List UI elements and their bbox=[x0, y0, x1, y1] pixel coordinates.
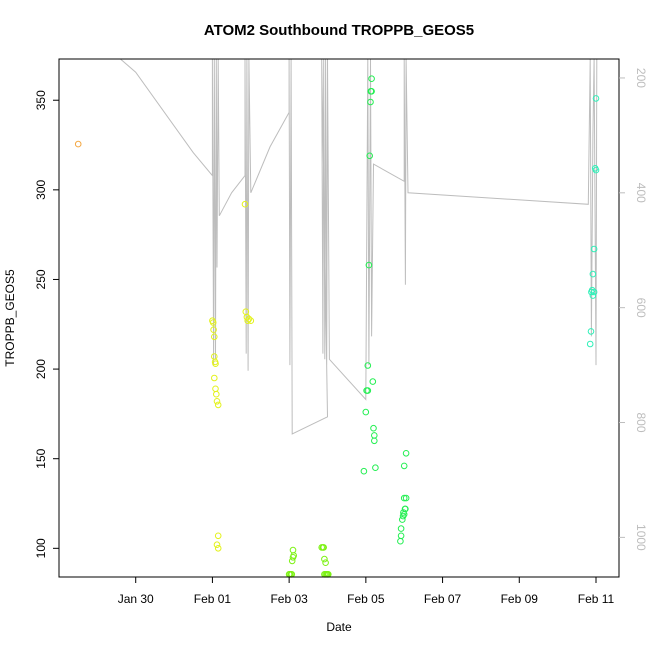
data-point bbox=[247, 317, 255, 325]
x-axis-label: Date bbox=[326, 620, 352, 634]
data-point bbox=[589, 292, 597, 299]
data-point bbox=[213, 390, 220, 398]
data-point bbox=[369, 378, 377, 385]
y-axis-right: 200 400 600 800 1000 bbox=[619, 68, 648, 551]
data-point bbox=[243, 313, 251, 321]
data-point bbox=[211, 374, 218, 382]
data-point bbox=[360, 467, 368, 475]
y2-tick-label: 600 bbox=[634, 298, 648, 318]
x-tick-label: Feb 11 bbox=[578, 592, 615, 606]
data-point bbox=[592, 166, 600, 174]
data-point bbox=[211, 333, 218, 341]
points-layer bbox=[74, 75, 600, 578]
x-tick-label: Jan 30 bbox=[118, 592, 154, 606]
data-point bbox=[321, 555, 328, 563]
data-point bbox=[364, 387, 372, 394]
data-point bbox=[371, 437, 378, 445]
data-point bbox=[402, 450, 410, 457]
x-axis: Jan 30 Feb 01 Feb 03 Feb 05 Feb 07 Feb 09 Feb … bbox=[118, 577, 615, 606]
data-point bbox=[590, 288, 598, 296]
data-point bbox=[400, 494, 408, 502]
x-tick-label: Feb 07 bbox=[424, 592, 462, 606]
data-point bbox=[214, 545, 222, 552]
chart-title: ATOM2 Southbound TROPPB_GEOS5 bbox=[204, 22, 474, 39]
y-tick-label: 350 bbox=[34, 90, 48, 110]
y2-tick-label: 1000 bbox=[634, 524, 648, 551]
data-point bbox=[370, 424, 377, 432]
data-point bbox=[366, 152, 374, 160]
data-point bbox=[590, 245, 598, 253]
data-point bbox=[289, 546, 297, 554]
data-point bbox=[587, 328, 595, 335]
x-tick-label: Feb 03 bbox=[270, 592, 308, 606]
data-point bbox=[367, 98, 374, 106]
data-point bbox=[244, 317, 251, 325]
y-axis: 100 150 200 250 300 350 bbox=[34, 90, 59, 558]
data-point bbox=[209, 319, 217, 326]
secondary-line bbox=[120, 59, 598, 435]
data-point bbox=[213, 398, 221, 405]
data-point bbox=[320, 544, 328, 551]
plot-frame bbox=[58, 58, 620, 578]
data-point bbox=[589, 270, 597, 278]
x-tick-label: Feb 09 bbox=[501, 592, 539, 606]
y-tick-label: 300 bbox=[34, 180, 48, 200]
data-point bbox=[592, 95, 600, 102]
secondary-line-layer bbox=[120, 59, 598, 435]
y2-tick-label: 800 bbox=[634, 413, 648, 433]
data-point bbox=[402, 505, 409, 513]
data-point bbox=[368, 88, 375, 95]
y-tick-label: 250 bbox=[34, 269, 48, 289]
y-tick-label: 150 bbox=[34, 448, 48, 468]
data-point bbox=[245, 315, 253, 323]
data-point bbox=[212, 360, 219, 368]
data-point bbox=[214, 532, 222, 540]
data-point bbox=[213, 541, 221, 549]
x-tick-label: Feb 05 bbox=[347, 592, 385, 606]
data-point bbox=[74, 140, 82, 148]
data-point bbox=[364, 362, 372, 369]
data-point bbox=[210, 326, 217, 334]
y-tick-label: 200 bbox=[34, 359, 48, 379]
y-axis-label: TROPPB_GEOS5 bbox=[3, 269, 17, 367]
data-point bbox=[372, 464, 379, 472]
data-point bbox=[365, 261, 373, 269]
data-point bbox=[397, 525, 405, 532]
y-tick-label: 100 bbox=[34, 538, 48, 558]
y2-tick-label: 200 bbox=[634, 68, 648, 88]
data-point bbox=[368, 75, 375, 82]
data-point bbox=[362, 408, 370, 416]
data-point bbox=[241, 200, 249, 208]
data-point bbox=[586, 340, 594, 348]
x-tick-label: Feb 01 bbox=[194, 592, 232, 606]
data-point bbox=[322, 559, 329, 567]
data-point bbox=[214, 401, 222, 409]
data-point bbox=[400, 462, 408, 470]
data-point bbox=[397, 532, 405, 540]
y2-tick-label: 400 bbox=[634, 183, 648, 203]
data-point bbox=[402, 494, 410, 502]
